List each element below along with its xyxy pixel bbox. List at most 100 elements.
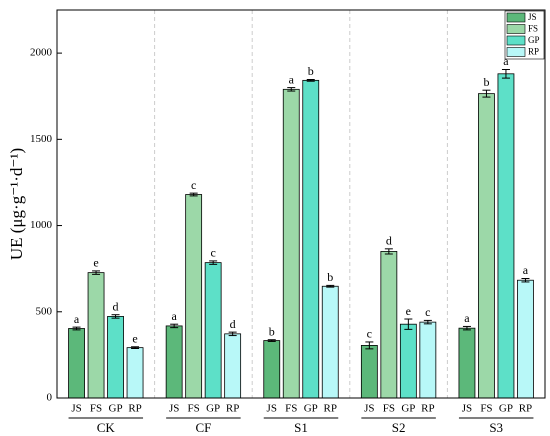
significance-letter: a <box>503 54 509 68</box>
group-label: CK <box>97 420 116 435</box>
x-tick-label: JS <box>71 403 81 415</box>
error-bar <box>404 318 413 330</box>
x-tick-label: GP <box>401 403 415 415</box>
bar <box>321 285 339 399</box>
x-tick-label: JS <box>267 403 277 415</box>
legend-label: FS <box>528 24 538 34</box>
error-bar <box>287 87 296 92</box>
error-bar <box>170 323 179 329</box>
y-tick-label: 2000 <box>30 47 53 59</box>
bar <box>282 88 300 399</box>
x-tick-label: RP <box>226 403 239 415</box>
group-label: CF <box>195 420 211 435</box>
x-tick-label: RP <box>128 403 141 415</box>
significance-letter: b <box>269 324 275 338</box>
significance-letter: c <box>191 178 196 192</box>
significance-letter: c <box>210 246 215 260</box>
x-tick-label: FS <box>90 403 102 415</box>
error-bar <box>92 270 101 275</box>
legend-swatch <box>506 12 526 23</box>
significance-letter: c <box>425 305 430 319</box>
significance-letter: a <box>464 311 470 325</box>
bar <box>360 345 378 399</box>
x-tick-label: JS <box>462 403 472 415</box>
error-bar <box>72 326 81 331</box>
bar <box>380 251 398 399</box>
legend-label: GP <box>528 35 540 45</box>
bar <box>399 323 417 399</box>
significance-letter: b <box>483 75 489 89</box>
error-bar <box>209 260 218 265</box>
group-label: S2 <box>392 420 406 435</box>
significance-letter: b <box>327 270 333 284</box>
error-bar <box>111 314 120 319</box>
x-tick-label: GP <box>206 403 220 415</box>
bar <box>302 79 320 399</box>
bar <box>87 272 105 399</box>
legend-swatch <box>506 35 526 46</box>
x-tick-label: GP <box>304 403 318 415</box>
error-bar <box>462 325 471 331</box>
error-bar <box>384 248 393 255</box>
x-tick-label: JS <box>364 403 374 415</box>
x-tick-label: GP <box>109 403 123 415</box>
significance-letter: a <box>74 312 80 326</box>
error-bar <box>131 346 140 350</box>
y-tick-label: 1000 <box>30 219 53 231</box>
x-tick-label: FS <box>480 403 492 415</box>
significance-letter: d <box>113 299 119 313</box>
error-bar <box>267 339 276 342</box>
error-bar <box>228 331 237 337</box>
significance-letter: e <box>93 256 98 270</box>
y-tick-label: 0 <box>47 392 53 404</box>
significance-letter: a <box>289 72 295 86</box>
x-tick-label: FS <box>188 403 200 415</box>
error-bar <box>365 341 374 350</box>
bar <box>419 321 437 399</box>
error-bar <box>521 277 530 283</box>
bar <box>497 73 515 399</box>
bar <box>263 340 281 399</box>
legend-label: RP <box>528 47 539 57</box>
y-tick-label: 500 <box>36 305 53 317</box>
significance-letter: b <box>308 64 314 78</box>
bar <box>185 194 203 399</box>
error-bar <box>189 192 198 197</box>
group-label: S1 <box>294 420 308 435</box>
bar <box>478 93 495 399</box>
y-tick-label: 1500 <box>30 133 53 145</box>
bar <box>107 316 124 399</box>
significance-letter: d <box>230 317 236 331</box>
bar <box>517 279 534 399</box>
x-tick-label: JS <box>169 403 179 415</box>
significance-letter: a <box>171 309 177 323</box>
error-bar <box>482 89 491 98</box>
x-tick-label: RP <box>421 403 434 415</box>
error-bar <box>501 68 510 79</box>
legend-swatch <box>506 47 526 57</box>
significance-letter: a <box>523 263 529 277</box>
error-bar <box>423 319 432 325</box>
group-label: S3 <box>489 420 503 435</box>
bar <box>126 347 144 399</box>
significance-letter: d <box>386 234 392 248</box>
error-bar <box>306 78 315 82</box>
legend-swatch <box>506 24 526 34</box>
x-tick-label: FS <box>285 403 297 415</box>
x-tick-label: GP <box>499 403 513 415</box>
significance-letter: c <box>367 327 372 341</box>
y-axis-label: UE (μg·g⁻¹·d⁻¹) <box>7 148 26 260</box>
bar <box>204 262 222 399</box>
plot-frame <box>56 9 546 399</box>
significance-letter: e <box>132 332 137 346</box>
x-tick-label: FS <box>383 403 395 415</box>
bar <box>458 327 476 399</box>
significance-letter: e <box>406 304 411 318</box>
error-bar <box>326 284 335 288</box>
bar <box>224 333 242 399</box>
x-tick-label: RP <box>519 403 532 415</box>
bar <box>165 325 183 399</box>
legend-label: JS <box>528 12 537 22</box>
x-tick-label: RP <box>324 403 337 415</box>
